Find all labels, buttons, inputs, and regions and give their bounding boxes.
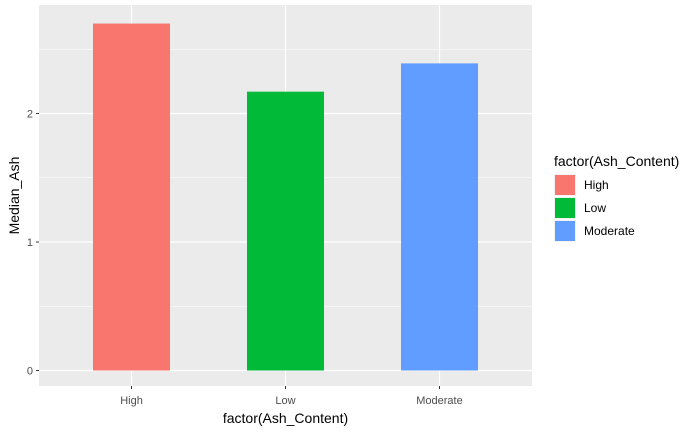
bar-moderate bbox=[401, 63, 478, 371]
legend-swatch bbox=[555, 221, 575, 241]
legend-title: factor(Ash_Content) bbox=[554, 153, 679, 169]
x-tick-label: Moderate bbox=[416, 395, 462, 407]
legend-label: Low bbox=[584, 201, 606, 215]
legend-label: High bbox=[584, 178, 609, 192]
bar-high bbox=[93, 23, 170, 371]
legend-keys: High Low Moderate bbox=[554, 174, 635, 242]
x-tick-label: High bbox=[120, 395, 143, 407]
x-tick-label: Low bbox=[275, 395, 295, 407]
y-axis-ticks: 0 1 2 bbox=[27, 109, 39, 378]
x-axis-title: factor(Ash_Content) bbox=[223, 410, 348, 426]
y-axis-title: Median_Ash bbox=[6, 157, 22, 235]
legend-swatch bbox=[555, 198, 575, 218]
y-tick-label: 1 bbox=[27, 237, 33, 249]
legend: factor(Ash_Content) High Low Moderate bbox=[554, 153, 679, 242]
y-tick-label: 2 bbox=[27, 109, 33, 121]
y-tick-label: 0 bbox=[27, 366, 33, 378]
legend-swatch bbox=[555, 175, 575, 195]
x-axis-ticks: High Low Moderate bbox=[120, 386, 463, 407]
legend-label: Moderate bbox=[584, 224, 635, 238]
bars bbox=[93, 23, 478, 371]
bar-low bbox=[247, 91, 324, 371]
